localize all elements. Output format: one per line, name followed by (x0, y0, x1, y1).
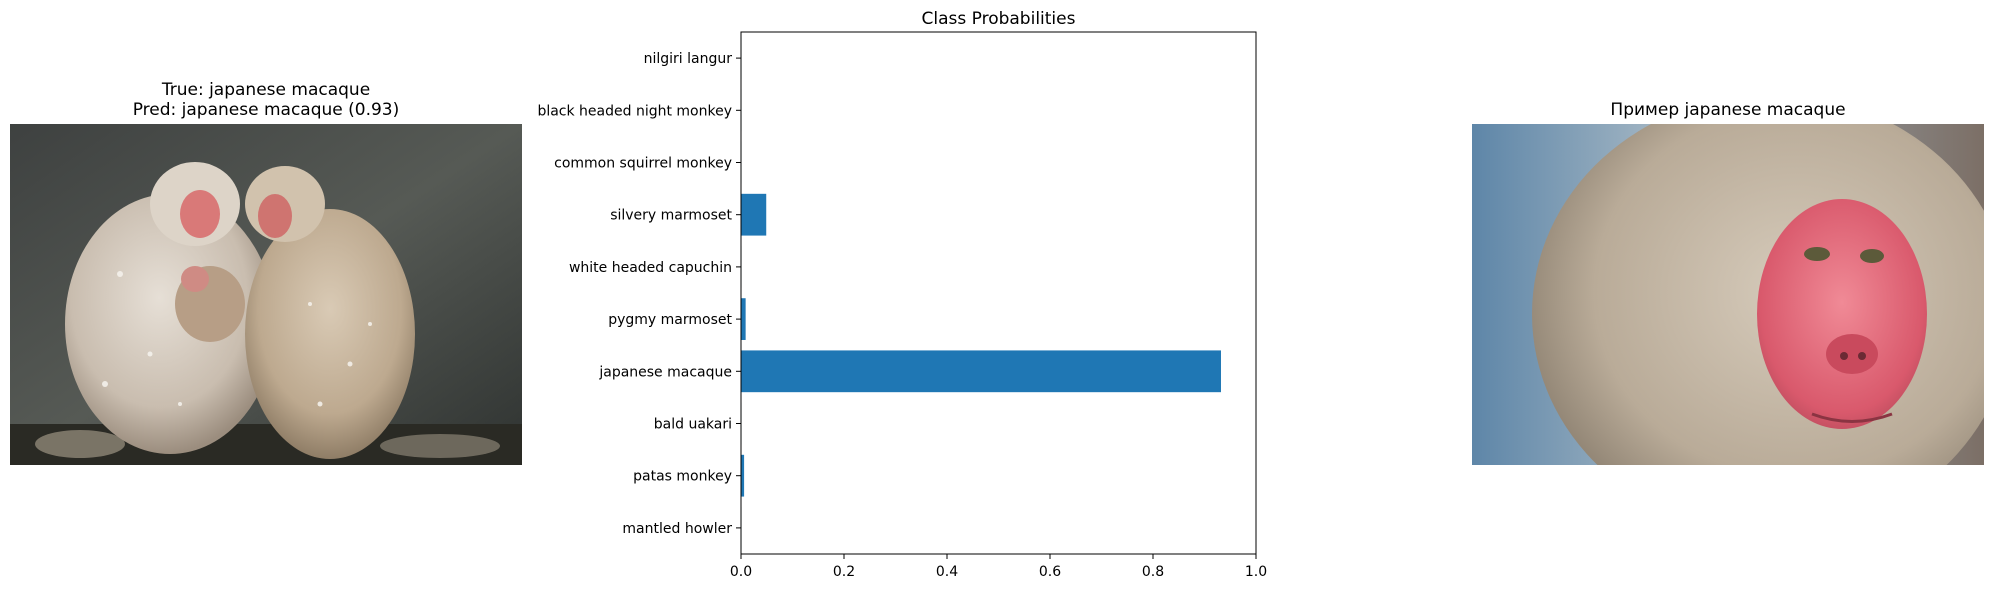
y-tick-label: pygmy marmoset (608, 312, 732, 328)
left-title-pred: Pred: japanese macaque (0.93) (132, 100, 400, 120)
y-tick-label: bald uakari (654, 417, 732, 433)
left-title-true: True: japanese macaque (161, 80, 371, 100)
y-tick-label: mantled howler (622, 521, 732, 537)
x-tick-label: 0.8 (1142, 564, 1164, 580)
x-tick-label: 0.4 (936, 564, 958, 580)
right-title: Пример japanese macaque (1610, 100, 1846, 120)
monkey-family-photo (10, 124, 522, 465)
y-tick-label: japanese macaque (598, 364, 732, 380)
x-tick-label: 0.6 (1039, 564, 1061, 580)
bar-silvery-marmoset (741, 193, 767, 236)
y-tick-label: silvery marmoset (610, 208, 732, 224)
y-tick-label: black headed night monkey (537, 103, 732, 119)
bar-pygmy-marmoset (741, 298, 746, 340)
chart-title: Class Probabilities (922, 9, 1076, 29)
bar-japanese-macaque (741, 350, 1221, 393)
bar-patas-monkey (741, 454, 745, 497)
macaque-face-photo (1472, 124, 1984, 465)
plot-frame (740, 31, 1257, 555)
y-tick-label: nilgiri langur (644, 51, 733, 67)
x-tick-label: 1.0 (1245, 564, 1267, 580)
y-tick-label: white headed capuchin (569, 260, 732, 276)
x-tick-label: 0.0 (730, 564, 752, 580)
x-tick-label: 0.2 (833, 564, 855, 580)
y-tick-label: common squirrel monkey (554, 156, 732, 172)
y-tick-label: patas monkey (633, 469, 732, 485)
